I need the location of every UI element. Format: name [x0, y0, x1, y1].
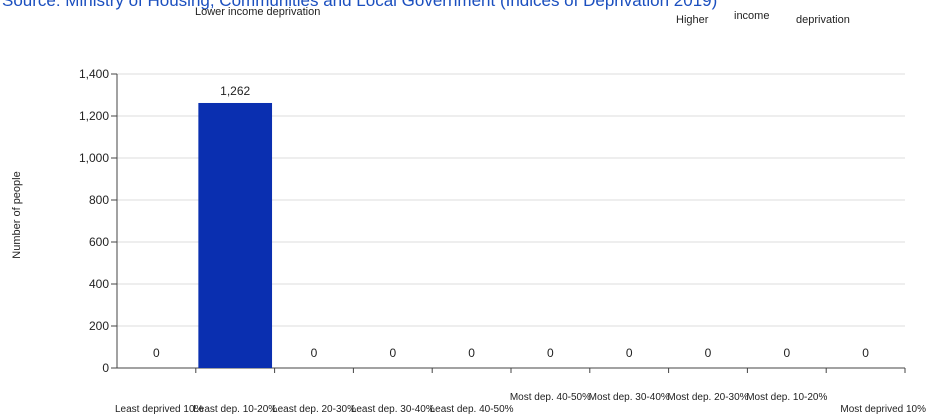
data-label: 0 — [705, 346, 712, 360]
data-label: 0 — [862, 346, 869, 360]
x-tick-label: Most dep. 40-50% — [510, 392, 591, 403]
bar — [198, 102, 273, 368]
y-tick-label: 800 — [89, 193, 109, 207]
data-label: 0 — [389, 346, 396, 360]
y-axis: 0 200 400 600 800 1,000 1,200 1,400 — [79, 67, 118, 375]
source-note: Source: Ministry of Housing, Communities… — [2, 0, 718, 10]
x-tick-label: Most deprived 10% — [840, 404, 926, 415]
annotation-higher: Higher — [676, 14, 709, 26]
annotation-lower-deprivation: Lower income deprivation — [195, 6, 321, 18]
data-label: 0 — [783, 346, 790, 360]
x-tick-label: Least deprived 10% — [115, 404, 204, 415]
y-tick-label: 0 — [102, 361, 109, 375]
y-tick-label: 200 — [89, 319, 109, 333]
x-tick-label: Most dep. 20-30% — [667, 392, 748, 403]
annotation-deprivation: deprivation — [796, 14, 850, 26]
bars: 0 1,262 0 0 0 0 0 0 0 0 — [153, 84, 869, 368]
y-axis-label: Number of people — [11, 171, 23, 258]
x-tick-label: Most dep. 10-20% — [746, 392, 827, 403]
data-label: 0 — [153, 346, 160, 360]
y-tick-label: 600 — [89, 235, 109, 249]
data-label: 0 — [468, 346, 475, 360]
y-tick-label: 1,000 — [79, 151, 109, 165]
y-tick-label: 1,200 — [79, 109, 109, 123]
data-label: 0 — [547, 346, 554, 360]
data-label: 1,262 — [220, 84, 250, 98]
x-tick-label: Least dep. 30-40% — [351, 404, 435, 415]
data-label: 0 — [626, 346, 633, 360]
x-tick-label: Least dep. 40-50% — [430, 404, 514, 415]
x-axis: Least deprived 10%Least dep. 10-20%Least… — [115, 367, 926, 415]
x-tick-label: Least dep. 20-30% — [272, 404, 356, 415]
annotation-income: income — [734, 10, 770, 22]
x-tick-label: Most dep. 30-40% — [589, 392, 670, 403]
y-tick-label: 1,400 — [79, 67, 109, 81]
x-tick-label: Least dep. 10-20% — [193, 404, 277, 415]
y-tick-label: 400 — [89, 277, 109, 291]
data-label: 0 — [311, 346, 318, 360]
